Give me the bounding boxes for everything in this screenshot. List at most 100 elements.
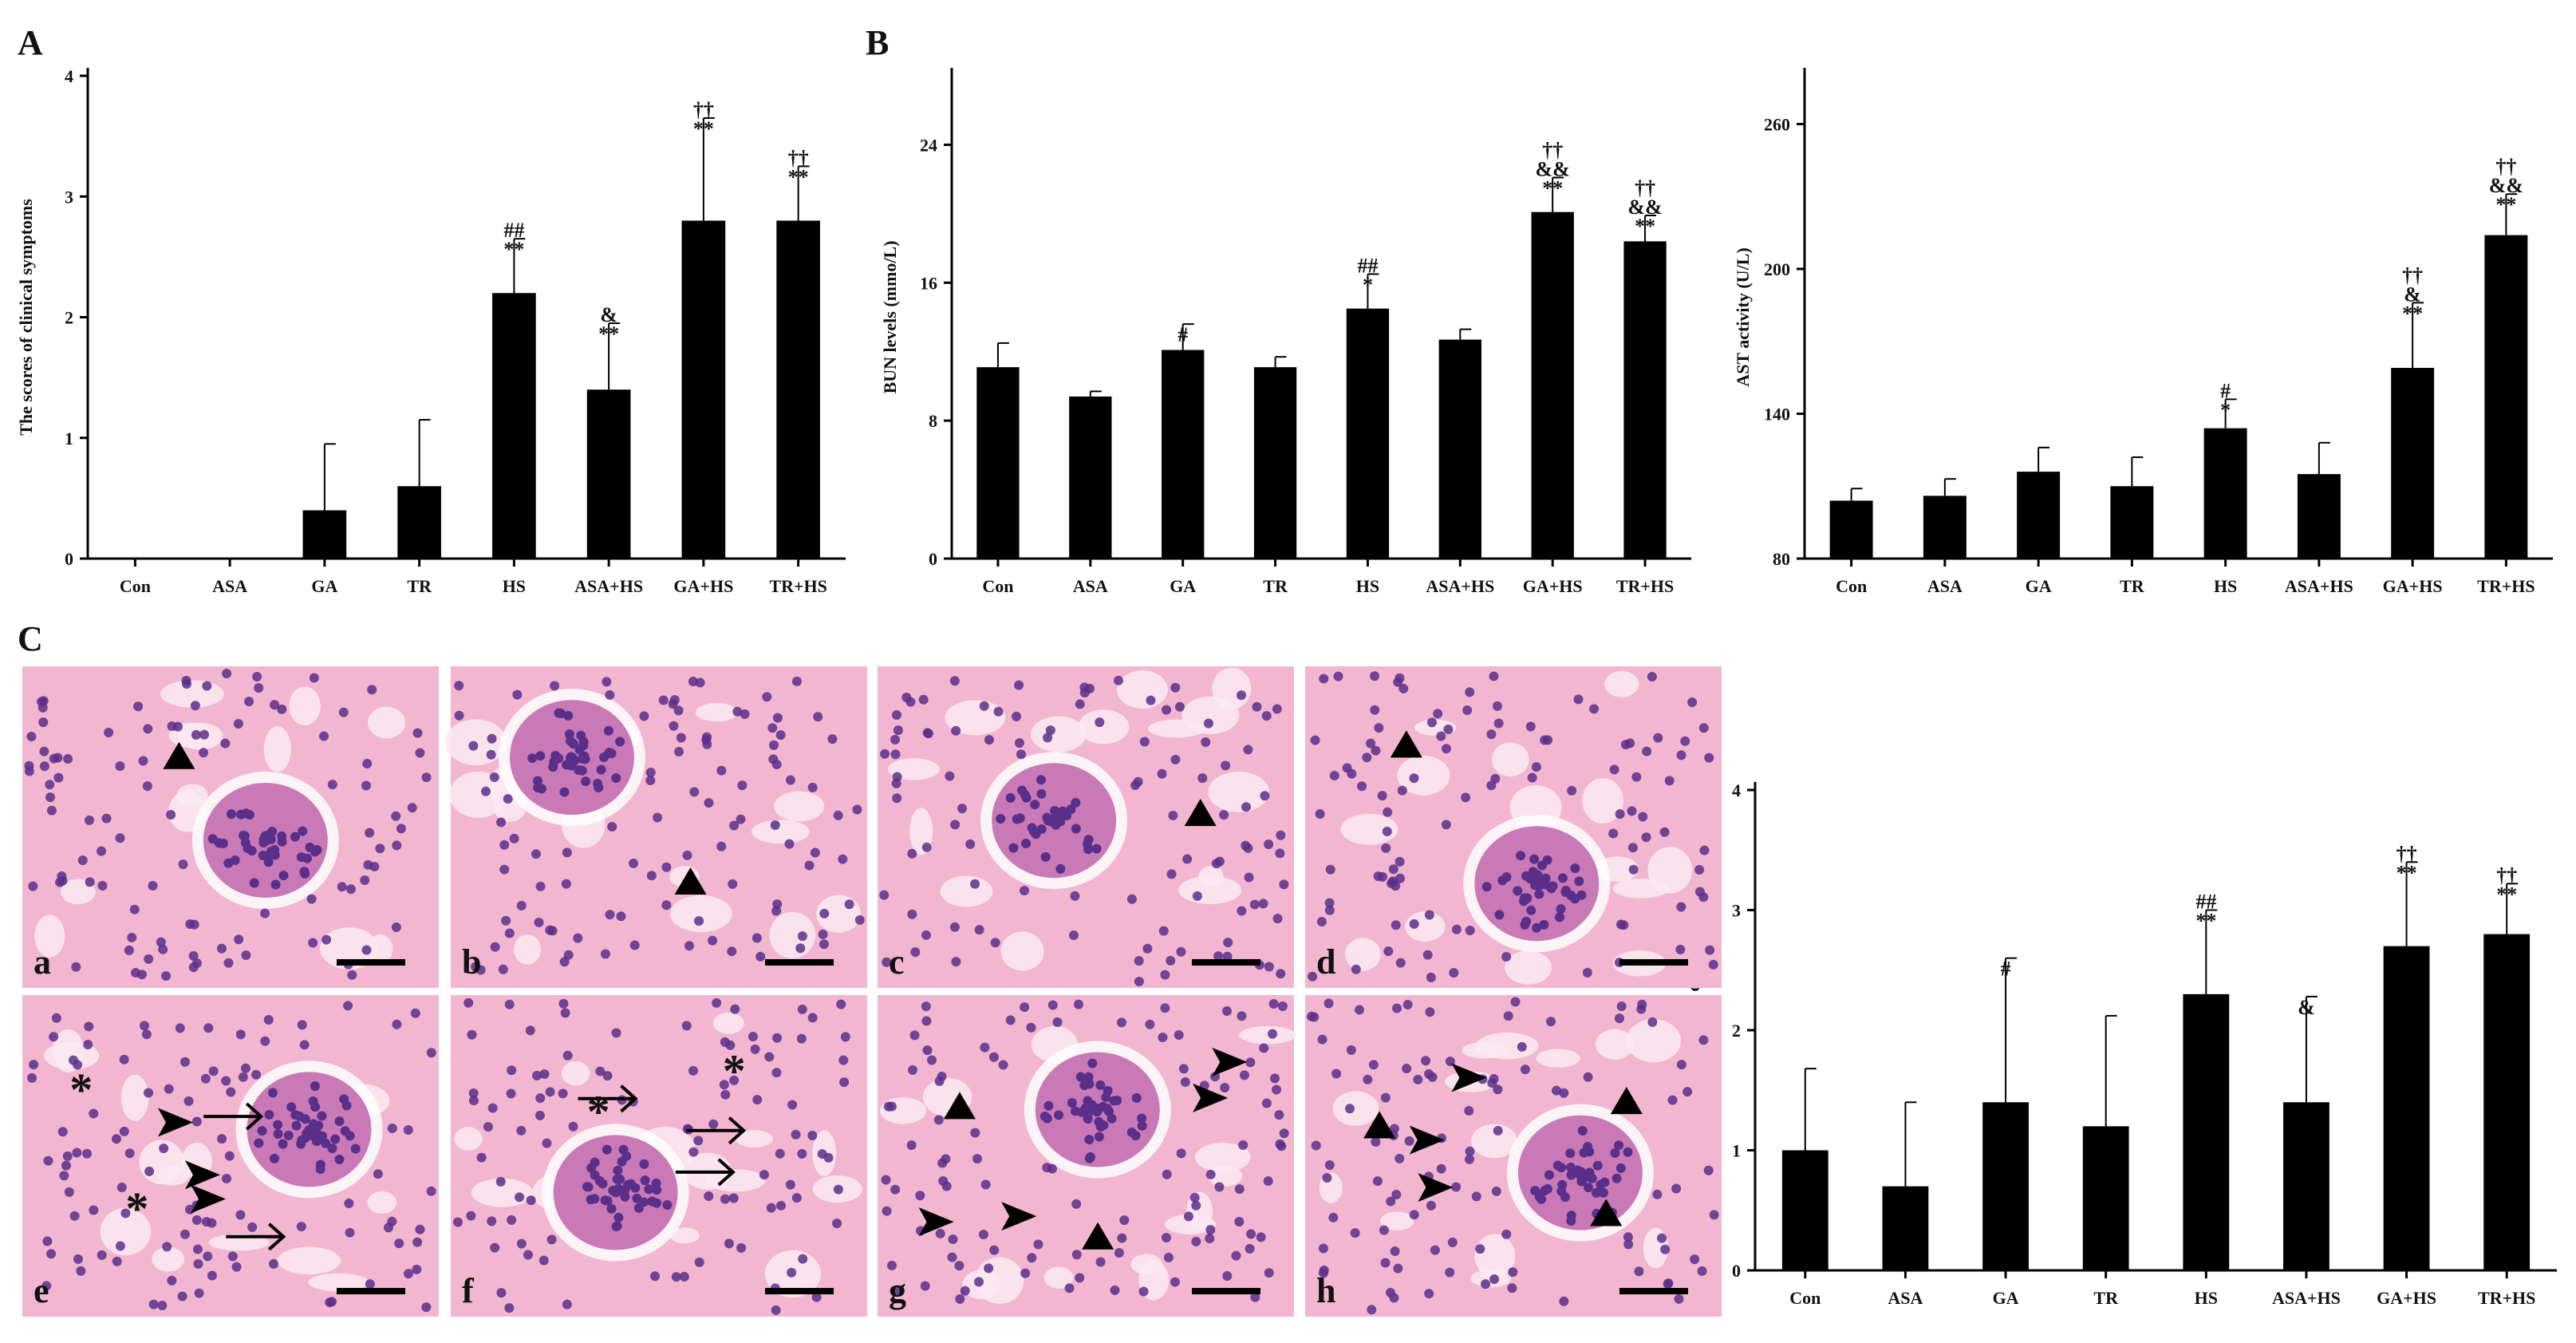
tubular-nucleus bbox=[674, 747, 684, 757]
tubular-nucleus bbox=[708, 1119, 719, 1129]
tubular-nucleus bbox=[277, 704, 287, 714]
glomerular-nucleus bbox=[1574, 876, 1584, 887]
tubular-nucleus bbox=[1319, 673, 1329, 684]
micrograph-panel: * * e bbox=[22, 995, 439, 1317]
tubular-nucleus bbox=[658, 695, 669, 705]
significance-marker: †† bbox=[788, 146, 809, 169]
tubule-lumen bbox=[1043, 1266, 1074, 1289]
tubular-nucleus bbox=[949, 922, 960, 932]
tubular-nucleus bbox=[221, 1174, 231, 1184]
tubule-lumen bbox=[1596, 1029, 1634, 1060]
tubular-nucleus bbox=[891, 1286, 901, 1296]
glomerular-nucleus bbox=[596, 764, 606, 775]
tubular-nucleus bbox=[1258, 899, 1268, 909]
tubular-nucleus bbox=[955, 1294, 965, 1304]
tubular-nucleus bbox=[890, 749, 901, 760]
glomerular-nucleus bbox=[1481, 882, 1492, 892]
tubular-nucleus bbox=[1441, 820, 1451, 830]
tubular-nucleus bbox=[361, 945, 372, 955]
tubular-nucleus bbox=[1373, 871, 1383, 882]
tubular-nucleus bbox=[901, 692, 912, 702]
x-tick-label: TR bbox=[2120, 576, 2145, 596]
tubular-nucleus bbox=[1647, 672, 1657, 682]
tubule-lumen bbox=[1181, 696, 1240, 734]
glomerular-nucleus bbox=[1075, 1072, 1086, 1082]
glomerular-nucleus bbox=[620, 1191, 630, 1202]
tubular-nucleus bbox=[1641, 832, 1651, 843]
tubular-nucleus bbox=[1014, 738, 1024, 749]
tubular-nucleus bbox=[164, 1084, 174, 1094]
tubular-nucleus bbox=[1201, 737, 1211, 747]
tubular-nucleus bbox=[957, 804, 968, 814]
glomerular-nucleus bbox=[1054, 1110, 1064, 1120]
tubular-nucleus bbox=[965, 839, 976, 849]
tubule-lumen bbox=[735, 1130, 773, 1147]
tubular-nucleus bbox=[373, 1169, 383, 1179]
tubular-nucleus bbox=[1664, 776, 1675, 786]
tubule-lumen bbox=[1462, 1041, 1506, 1059]
tubular-nucleus bbox=[1174, 701, 1185, 712]
tubular-nucleus bbox=[1020, 1268, 1031, 1278]
tubular-nucleus bbox=[907, 848, 917, 859]
tubular-nucleus bbox=[922, 1045, 933, 1056]
tubular-nucleus bbox=[1652, 1189, 1663, 1199]
y-tick-label: 1 bbox=[65, 429, 73, 448]
tubular-nucleus bbox=[984, 735, 994, 745]
tubular-nucleus bbox=[1690, 1254, 1700, 1265]
tubular-nucleus bbox=[1465, 926, 1475, 936]
glomerular-nucleus bbox=[578, 741, 589, 751]
tubular-nucleus bbox=[1421, 1056, 1431, 1066]
tubular-nucleus bbox=[921, 930, 931, 940]
tubular-nucleus bbox=[119, 1126, 129, 1136]
tubular-nucleus bbox=[1166, 869, 1177, 879]
tubular-nucleus bbox=[1627, 843, 1638, 853]
triangle-marker bbox=[1184, 799, 1217, 827]
tubular-nucleus bbox=[1377, 791, 1387, 801]
tubular-nucleus bbox=[1615, 809, 1625, 820]
tubular-nucleus bbox=[1250, 1292, 1260, 1302]
tubular-nucleus bbox=[909, 1030, 920, 1041]
tubular-nucleus bbox=[787, 1267, 797, 1278]
tubular-nucleus bbox=[193, 1258, 203, 1269]
bar bbox=[1781, 1150, 1828, 1270]
tubular-nucleus bbox=[1071, 1199, 1082, 1209]
tubular-nucleus bbox=[998, 1060, 1008, 1070]
tubular-nucleus bbox=[127, 932, 137, 942]
tubular-nucleus bbox=[679, 1271, 689, 1282]
micrograph-panel: * * f bbox=[451, 995, 867, 1317]
tubular-nucleus bbox=[1451, 924, 1462, 934]
arrowhead-marker bbox=[1418, 1173, 1454, 1203]
tubular-nucleus bbox=[172, 721, 183, 732]
tubular-nucleus bbox=[927, 1055, 937, 1065]
tubular-nucleus bbox=[1390, 1246, 1400, 1256]
tubular-nucleus bbox=[1367, 1305, 1377, 1315]
x-tick-label: TR+HS bbox=[2478, 1288, 2535, 1308]
tubular-nucleus bbox=[41, 1281, 52, 1291]
tubular-nucleus bbox=[1075, 699, 1085, 709]
tubular-nucleus bbox=[1157, 768, 1167, 779]
tubule-lumen bbox=[1078, 709, 1130, 745]
tubular-nucleus bbox=[392, 1019, 402, 1029]
glomerular-nucleus bbox=[996, 814, 1006, 824]
tubular-nucleus bbox=[645, 776, 656, 786]
x-tick-label: ASA bbox=[1927, 576, 1963, 596]
tubular-nucleus bbox=[499, 864, 510, 875]
tubular-nucleus bbox=[410, 1008, 420, 1018]
tubular-nucleus bbox=[338, 707, 349, 717]
tubular-nucleus bbox=[771, 1033, 782, 1043]
tubular-nucleus bbox=[141, 1029, 152, 1040]
significance-marker: ** bbox=[2397, 861, 2417, 884]
tubular-nucleus bbox=[771, 760, 782, 770]
tubular-nucleus bbox=[1395, 873, 1406, 883]
glomerular-nucleus bbox=[1087, 1058, 1098, 1068]
tubular-nucleus bbox=[85, 877, 95, 887]
tubular-nucleus bbox=[507, 1215, 517, 1225]
x-tick-label: TR+HS bbox=[1616, 576, 1674, 596]
tubular-nucleus bbox=[1424, 1289, 1434, 1299]
tubular-nucleus bbox=[507, 1065, 517, 1076]
tubular-nucleus bbox=[1451, 1182, 1462, 1192]
arrow-marker-head bbox=[245, 1102, 264, 1131]
y-tick-label: 200 bbox=[1764, 259, 1790, 279]
bar bbox=[302, 510, 347, 559]
tubular-nucleus bbox=[1317, 1034, 1327, 1045]
